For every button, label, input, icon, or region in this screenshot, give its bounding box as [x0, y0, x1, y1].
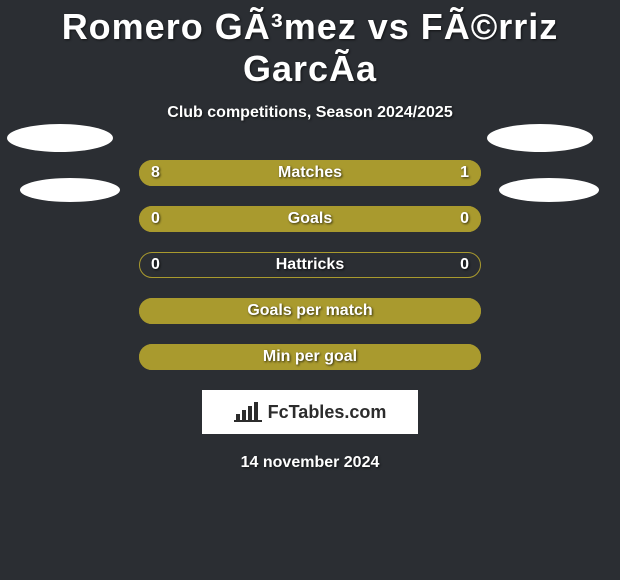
bar-fill	[139, 344, 481, 370]
player-left-avatar-0	[7, 124, 113, 152]
player-right-avatar-1	[499, 178, 599, 202]
date-label: 14 november 2024	[0, 454, 620, 472]
page-title: Romero GÃ³mez vs FÃ©rriz GarcÃ­a	[0, 0, 620, 90]
value-left: 0	[151, 206, 160, 232]
player-right-avatar-0	[487, 124, 593, 152]
stat-row-hattricks: 0 0 Hattricks	[139, 252, 481, 278]
value-right: 0	[460, 206, 469, 232]
stat-row-min-per-goal: Min per goal	[139, 344, 481, 370]
stat-row-goals: 0 0 Goals	[139, 206, 481, 232]
bar-track	[139, 252, 481, 278]
bar-chart-icon	[234, 402, 262, 422]
value-right: 0	[460, 252, 469, 278]
value-right: 1	[460, 160, 469, 186]
bar-right	[406, 160, 481, 186]
bar-fill	[139, 298, 481, 324]
bar-left	[139, 160, 406, 186]
value-left: 0	[151, 252, 160, 278]
comparison-chart: 8 1 Matches 0 0 Goals 0 0 Hattricks Goal…	[0, 160, 620, 370]
player-left-avatar-1	[20, 178, 120, 202]
stat-row-goals-per-match: Goals per match	[139, 298, 481, 324]
fctables-logo: FcTables.com	[202, 390, 418, 434]
value-left: 8	[151, 160, 160, 186]
logo-text: FcTables.com	[268, 402, 387, 423]
subtitle: Club competitions, Season 2024/2025	[0, 104, 620, 122]
bar-fill	[139, 206, 481, 232]
stat-row-matches: 8 1 Matches	[139, 160, 481, 186]
